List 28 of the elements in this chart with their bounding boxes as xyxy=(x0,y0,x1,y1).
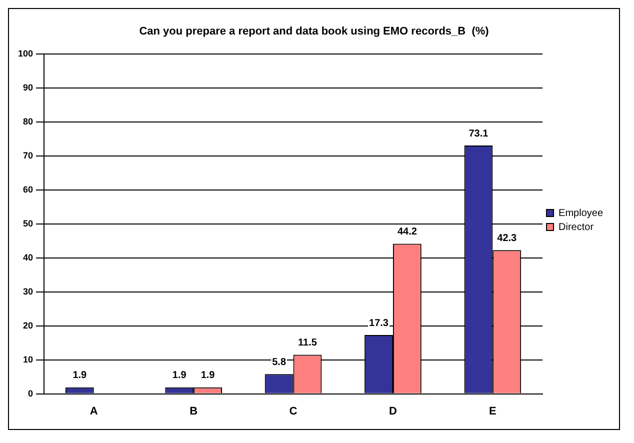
data-label: 11.5 xyxy=(298,337,318,348)
x-tick-label: D xyxy=(389,405,397,418)
x-tick-label: A xyxy=(90,405,98,418)
legend-label: Director xyxy=(558,222,594,233)
x-tick-label: E xyxy=(489,405,496,418)
legend-label: Employee xyxy=(558,208,604,219)
y-tick-label: 40 xyxy=(23,252,34,262)
y-tick-label: 90 xyxy=(23,82,34,93)
x-tick-label: C xyxy=(289,405,298,418)
y-tick-label: 10 xyxy=(23,354,34,364)
data-label: 1.9 xyxy=(200,370,216,382)
x-tick-label: B xyxy=(190,405,198,418)
data-label: 42.3 xyxy=(497,232,518,244)
data-label: 5.8 xyxy=(272,356,286,368)
y-tick-label: 30 xyxy=(23,286,34,296)
y-tick-label: 60 xyxy=(23,184,34,195)
y-tick-label: 50 xyxy=(23,218,34,228)
data-label: 73.1 xyxy=(468,128,489,140)
data-label: 17.3 xyxy=(369,318,389,329)
y-tick-label: 0 xyxy=(28,388,34,398)
y-tick-label: 20 xyxy=(23,320,34,330)
data-label: 1.9 xyxy=(172,370,187,382)
data-label: 1.9 xyxy=(72,370,88,382)
data-label: 44.2 xyxy=(397,226,418,238)
chart-title: Can you prepare a report and data book using EMO records_B (%) xyxy=(139,26,490,38)
y-tick-label: 70 xyxy=(23,150,34,161)
y-tick-label: 80 xyxy=(23,116,34,127)
y-tick-label: 100 xyxy=(18,48,34,59)
